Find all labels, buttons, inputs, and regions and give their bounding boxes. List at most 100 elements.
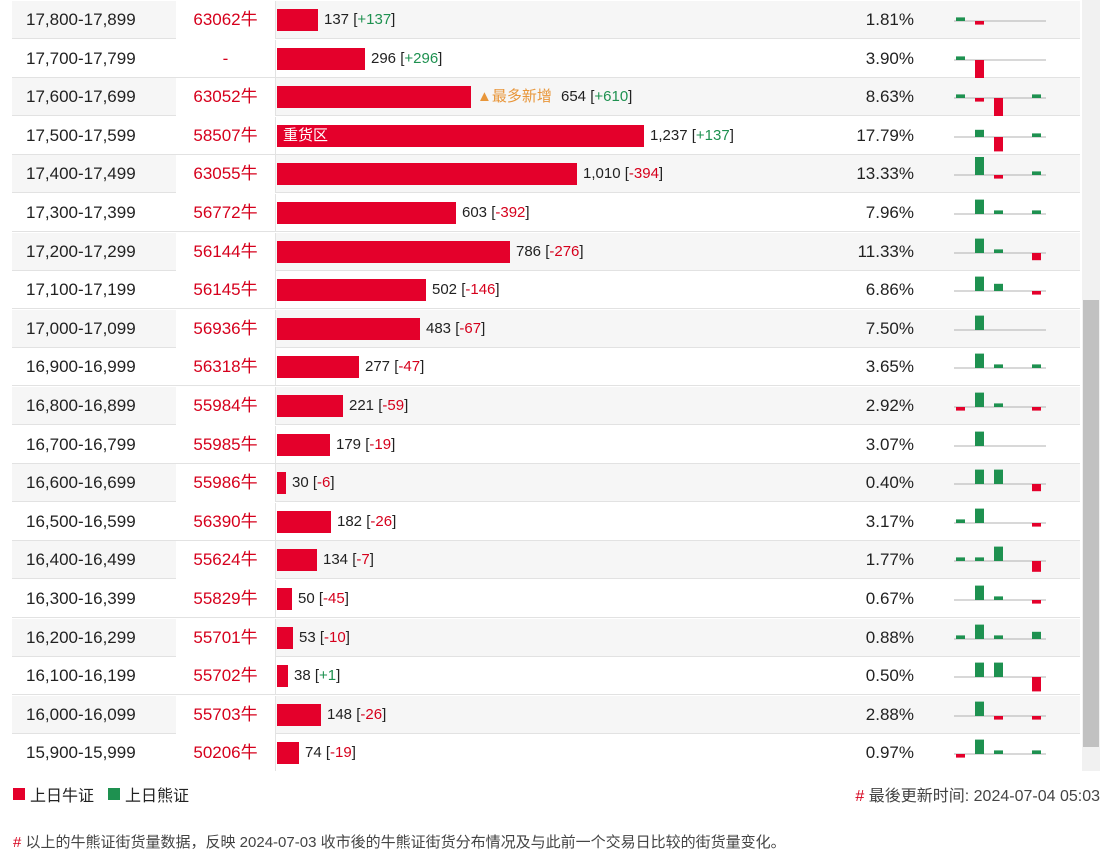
bracket-open: [	[349, 11, 358, 28]
bracket-open: [	[457, 281, 466, 299]
outstanding-bar	[277, 549, 317, 572]
sparkline-bar	[1032, 484, 1041, 492]
warrant-code-link[interactable]: 50206牛	[176, 734, 276, 771]
bracket-close: ]	[330, 474, 335, 492]
bracket-close: ]	[420, 358, 425, 376]
history-sparkline	[954, 624, 1046, 639]
change-value: -10	[324, 628, 346, 646]
sparkline-bar	[975, 392, 984, 407]
quantity-change: 603 [-392]	[462, 194, 530, 232]
outstanding-bar	[277, 510, 331, 533]
sparkline-bar	[994, 750, 1003, 755]
outstanding-bar	[277, 742, 299, 765]
history-sparkline	[954, 238, 1046, 260]
strike-range: 16,900-16,999	[26, 357, 136, 377]
table-row: 15,900-15,999 50206牛 74 [-19] 0.97%	[12, 734, 1080, 771]
outstanding-bar	[277, 665, 288, 688]
history-sparkline	[954, 546, 1046, 573]
scroll-thumb[interactable]	[1083, 300, 1099, 747]
bracket-open: [	[586, 88, 595, 106]
sparkline-bar	[1032, 631, 1041, 639]
outstanding-bar	[277, 626, 293, 649]
sparkline-bar	[1032, 561, 1041, 573]
change-value: -394	[628, 165, 659, 183]
sparkline-bar	[1032, 750, 1041, 755]
bracket-close: ]	[369, 551, 374, 569]
outstanding-bar	[277, 279, 426, 302]
table-row: 16,600-16,699 55986牛 30 [-6] 0.40%	[12, 464, 1080, 503]
sparkline-bar	[975, 315, 984, 330]
sparkline-bar	[1032, 171, 1041, 176]
warrant-code-link[interactable]: 55986牛	[176, 464, 276, 503]
quantity-change: 38 [+1]	[294, 657, 340, 695]
sparkline-bar	[975, 585, 984, 600]
warrant-code-link[interactable]: 56772牛	[176, 194, 276, 232]
change-value: -276	[549, 242, 580, 260]
table-row: 17,400-17,499 63055牛 1,010 [-394] 13.33%	[12, 155, 1080, 194]
sparkline-bar	[994, 715, 1003, 720]
quantity-change: 1,237 [+137]	[650, 117, 734, 155]
percentage: 17.79%	[856, 125, 914, 145]
history-sparkline	[954, 739, 1046, 758]
scrollbar[interactable]	[1082, 0, 1100, 771]
outstanding-bar	[277, 240, 510, 263]
warrant-code-link[interactable]: 55701牛	[176, 618, 276, 657]
warrant-code-link[interactable]: -	[176, 39, 276, 78]
quantity-change: 182 [-26]	[337, 503, 396, 541]
history-sparkline	[954, 315, 1046, 331]
bracket-close: ]	[628, 88, 633, 106]
bracket-open: [	[687, 126, 696, 144]
warrant-code-link[interactable]: 63055牛	[176, 155, 276, 194]
outstanding-bar	[277, 472, 286, 495]
quantity-value: 1,010	[583, 165, 621, 183]
quantity-value: 134	[323, 551, 349, 569]
change-value: -19	[330, 744, 352, 762]
history-sparkline	[954, 508, 1046, 527]
sparkline-bar	[975, 624, 984, 639]
warrant-code-link[interactable]: 56936牛	[176, 309, 276, 348]
warrant-code-link[interactable]: 55984牛	[176, 387, 276, 425]
percentage: 0.67%	[865, 589, 914, 608]
history-sparkline	[954, 55, 1046, 78]
last-updated: # 最後更新时间: 2024-07-04 05:03	[855, 782, 1100, 806]
warrant-code-link[interactable]: 58507牛	[176, 116, 276, 155]
warrant-code-link[interactable]: 63052牛	[176, 78, 276, 117]
sparkline-bar	[1032, 291, 1041, 295]
strike-range: 17,200-17,299	[26, 241, 136, 261]
table-row: 17,000-17,099 56936牛 483 [-67] 7.50%	[12, 309, 1080, 348]
bracket-open: [	[541, 242, 550, 260]
bracket-close: ]	[336, 667, 341, 685]
quantity-value: 30	[292, 474, 309, 492]
warrant-code-link[interactable]: 56145牛	[176, 271, 276, 310]
history-sparkline	[954, 157, 1046, 179]
percentage: 3.90%	[865, 48, 914, 68]
sparkline-bar	[975, 98, 984, 102]
sparkline-bar	[975, 557, 984, 562]
warrant-code-link[interactable]: 55702牛	[176, 657, 276, 696]
bracket-open: [	[396, 49, 405, 67]
strike-range: 16,300-16,399	[26, 589, 136, 608]
change-value: -392	[495, 204, 526, 221]
bracket-close: ]	[344, 590, 349, 607]
warrant-code-link[interactable]: 56144牛	[176, 232, 276, 271]
change-value: +1	[319, 667, 337, 685]
bracket-close: ]	[392, 512, 397, 530]
warrant-code-link[interactable]: 55624牛	[176, 541, 276, 580]
warrant-code-link[interactable]: 55703牛	[176, 695, 276, 734]
warrant-code-link[interactable]: 55985牛	[176, 425, 276, 464]
quantity-change: 277 [-47]	[365, 348, 424, 386]
change-value: +610	[594, 88, 629, 106]
history-sparkline	[954, 199, 1046, 215]
sparkline-bar	[1032, 94, 1041, 99]
warrant-code-link[interactable]: 56390牛	[176, 502, 276, 541]
strike-range: 17,800-17,899	[26, 10, 136, 29]
heavy-zone-label: 重货区	[283, 126, 329, 144]
warrant-code-link[interactable]: 55829牛	[176, 580, 276, 618]
warrant-code-link[interactable]: 56318牛	[176, 348, 276, 387]
percentage: 3.65%	[865, 357, 914, 377]
legend-bull-label: 上日牛证	[30, 788, 95, 805]
legend-bear-label: 上日熊证	[125, 788, 190, 805]
warrant-code-link[interactable]: 63062牛	[176, 1, 276, 39]
outstanding-bar	[277, 9, 318, 31]
change-value: -67	[459, 319, 482, 337]
